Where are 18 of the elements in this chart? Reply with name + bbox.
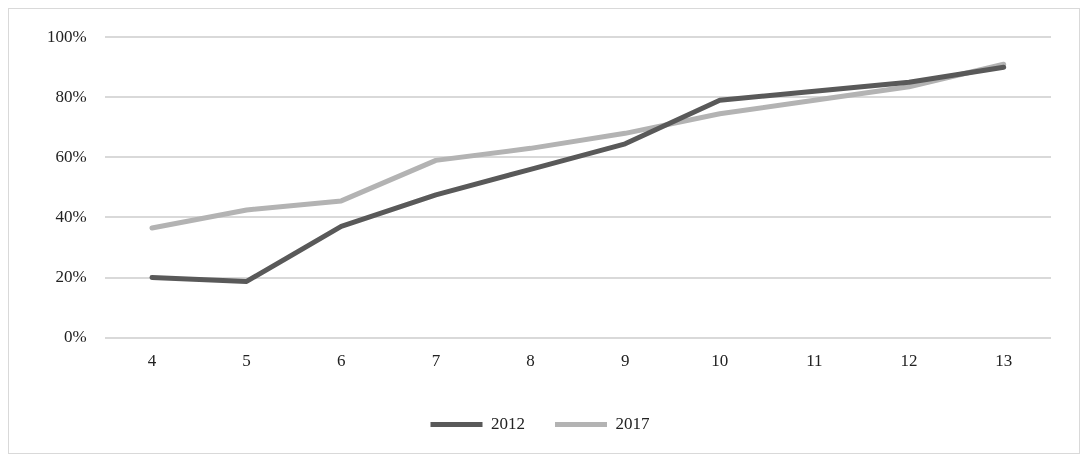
- legend-label: 2017: [615, 413, 650, 433]
- x-tick-label: 4: [147, 351, 157, 371]
- x-tick-label: 12: [900, 351, 918, 371]
- y-tick-label: 100%: [46, 26, 87, 46]
- y-tick-label: 0%: [63, 327, 87, 347]
- y-tick-label: 40%: [55, 206, 87, 226]
- x-tick-label: 6: [337, 351, 346, 371]
- legend-label: 2012: [491, 413, 525, 433]
- y-tick-label: 20%: [55, 266, 87, 286]
- x-tick-label: 10: [711, 351, 729, 371]
- x-tick-label: 5: [242, 351, 251, 371]
- x-tick-label: 9: [620, 351, 630, 371]
- x-tick-label: 11: [806, 351, 823, 371]
- y-tick-label: 80%: [55, 86, 87, 106]
- x-tick-label: 8: [526, 351, 535, 371]
- x-tick-label: 13: [995, 351, 1013, 371]
- x-tick-label: 7: [431, 351, 441, 371]
- y-tick-label: 60%: [55, 146, 87, 166]
